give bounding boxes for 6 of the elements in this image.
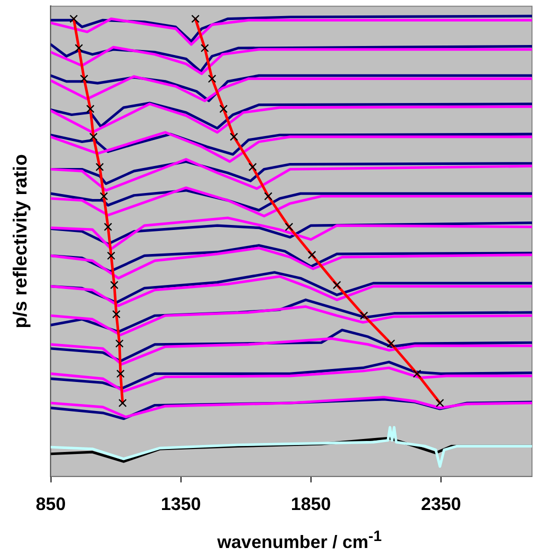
x-axis-title: wavenumber / cm$^{-1}$ [216,528,383,553]
y-axis-title: p/s reflectivity ratio [10,154,32,328]
x-tick-label: 2350 [420,494,461,514]
x-tick-label: 1850 [290,494,331,514]
x-tick-label: 850 [36,494,66,514]
x-tick-label: 1350 [160,494,201,514]
